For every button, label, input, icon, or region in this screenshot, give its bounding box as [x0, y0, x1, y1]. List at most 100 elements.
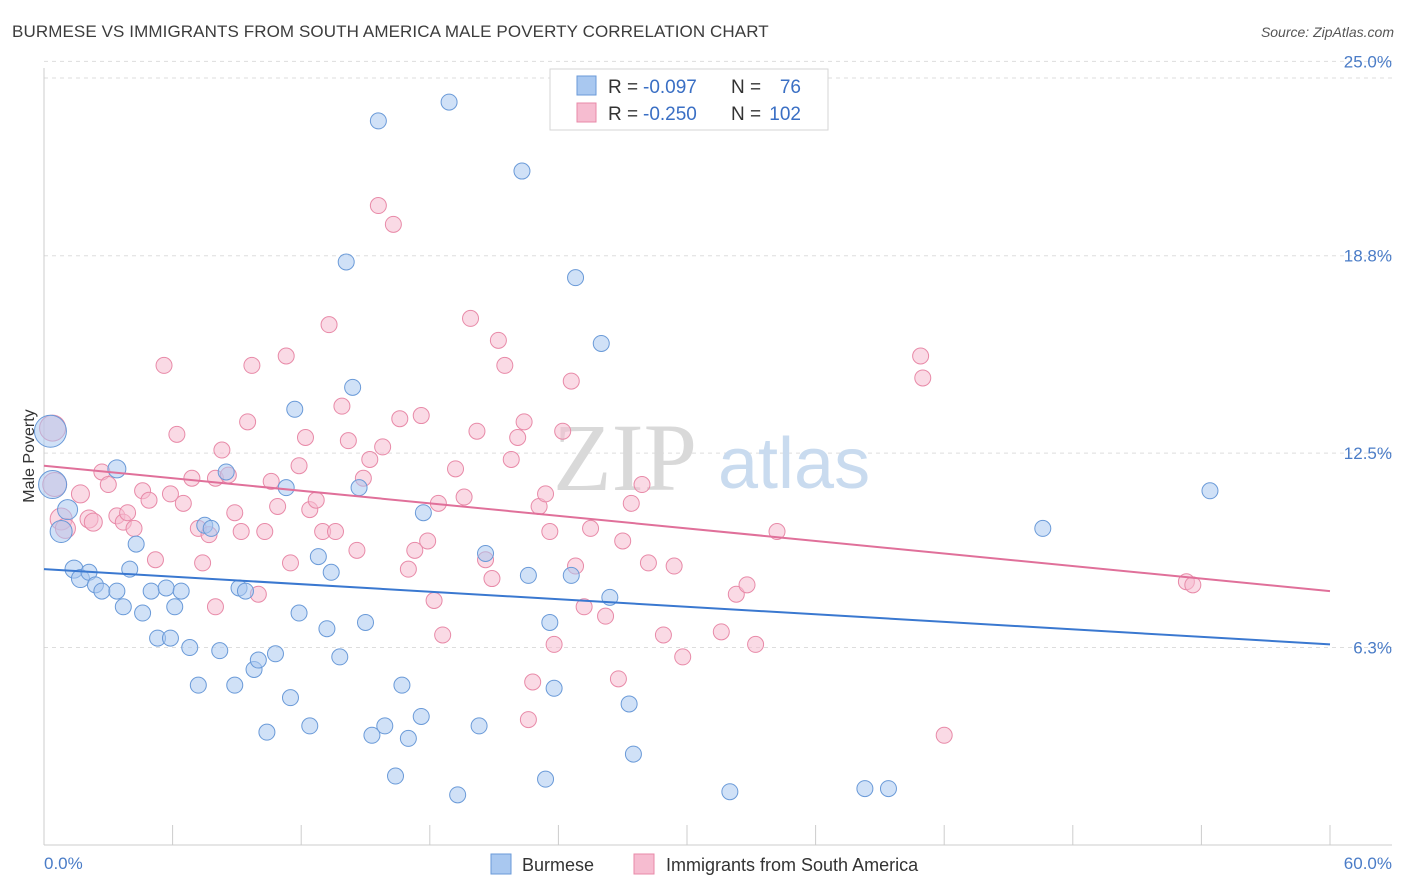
correlation-legend: R = -0.097 N = 76 R = -0.250 N = 102	[549, 68, 829, 131]
immigrants-point	[333, 397, 351, 415]
immigrants-trend-line	[43, 464, 1331, 593]
y-tick-label: 12.5%	[1344, 444, 1392, 463]
immigrants-point	[213, 441, 231, 459]
burmese-point	[322, 563, 340, 581]
immigrants-point	[194, 554, 212, 572]
immigrants-point	[161, 485, 179, 503]
immigrants-point	[541, 523, 559, 541]
immigrants-point	[447, 460, 465, 478]
burmese-point	[721, 783, 739, 801]
immigrants-point	[399, 560, 417, 578]
burmese-point	[33, 414, 67, 448]
immigrants-point	[554, 422, 572, 440]
burmese-point	[363, 726, 381, 744]
trend-lines	[43, 464, 1331, 646]
immigrants-point	[281, 554, 299, 572]
burmese-point	[166, 598, 184, 616]
burmese-point	[470, 717, 488, 735]
immigrants-point	[206, 598, 224, 616]
immigrants-point	[374, 438, 392, 456]
immigrants-point	[434, 626, 452, 644]
immigrants-point	[296, 429, 314, 446]
series-legend: Burmese Immigrants from South America	[490, 853, 919, 875]
immigrants-point	[262, 472, 280, 490]
immigrants-point	[307, 491, 325, 509]
burmese-point	[108, 582, 126, 600]
burmese-point	[281, 689, 299, 707]
immigrants-point	[146, 551, 164, 569]
y-tick-label: 25.0%	[1344, 52, 1392, 71]
burmese-point	[519, 566, 537, 584]
legend-r-value-immigrants: -0.250	[643, 104, 697, 125]
legend-n-value-immigrants: 102	[769, 104, 801, 125]
burmese-point	[57, 499, 79, 521]
burmese-point	[217, 463, 235, 481]
watermark-zip: ZIP	[553, 404, 697, 511]
burmese-point	[414, 504, 432, 522]
burmese-point	[856, 780, 874, 798]
burmese-point	[412, 707, 430, 725]
x-tick-label-min: 0.0%	[44, 854, 83, 873]
burmese-point	[286, 400, 304, 418]
burmese-point	[624, 745, 642, 763]
burmese-point	[38, 470, 68, 500]
burmese-point	[537, 770, 555, 788]
immigrants-point	[582, 519, 600, 537]
burmese-point	[369, 112, 387, 130]
immigrants-point	[483, 570, 501, 588]
burmese-point	[301, 717, 319, 735]
immigrants-point	[545, 635, 563, 653]
immigrants-point	[326, 523, 344, 541]
legend-r-label-immigrants: R =	[608, 104, 638, 125]
burmese-point	[157, 579, 175, 597]
immigrants-point	[614, 532, 632, 550]
immigrants-point	[639, 554, 657, 572]
immigrants-point	[361, 450, 379, 468]
burmese-point	[211, 642, 229, 660]
burmese-point	[592, 334, 610, 352]
chart-title: BURMESE VS IMMIGRANTS FROM SOUTH AMERICA…	[12, 22, 769, 41]
chart-source: Source: ZipAtlas.com	[1260, 24, 1394, 40]
immigrants-point	[468, 422, 486, 440]
immigrants-point	[712, 623, 730, 641]
burmese-point	[309, 548, 327, 566]
y-tick-labels: 6.3% 12.5% 18.8% 25.0%	[1344, 52, 1392, 657]
immigrants-point	[738, 576, 756, 594]
immigrants-point	[99, 476, 117, 494]
burmese-point	[545, 679, 563, 697]
burmese-point	[477, 544, 495, 562]
burmese-trend-line	[43, 568, 1331, 646]
watermark-atlas: atlas	[718, 424, 870, 504]
immigrants-point	[269, 497, 287, 515]
burmese-point	[562, 566, 580, 584]
immigrants-point	[489, 331, 507, 349]
immigrants-point	[622, 494, 640, 512]
burmese-point	[134, 604, 152, 622]
immigrants-point	[348, 541, 366, 559]
burmese-point	[393, 676, 411, 694]
immigrants-point	[633, 476, 651, 494]
immigrants-point	[768, 523, 786, 541]
immigrants-point	[232, 523, 250, 541]
burmese-point	[189, 676, 207, 694]
x-axis-ticks	[43, 825, 1331, 845]
immigrants-point	[912, 347, 930, 365]
burmese-point	[49, 520, 73, 544]
immigrants-point	[183, 469, 201, 487]
immigrants-point	[239, 413, 257, 431]
y-axis-label: Male Poverty	[21, 409, 38, 502]
burmese-point	[620, 695, 638, 713]
burmese-point	[440, 93, 458, 111]
burmese-point	[376, 717, 394, 735]
immigrants-point	[519, 711, 537, 729]
burmese-point	[142, 582, 160, 600]
burmese-point	[449, 786, 467, 804]
immigrants-point	[524, 673, 542, 691]
immigrants-point	[70, 484, 90, 504]
burmese-point	[879, 780, 897, 798]
immigrants-point	[537, 485, 555, 503]
bottom-legend-swatch-immigrants	[633, 853, 655, 875]
immigrants-point	[597, 607, 615, 625]
burmese-point	[249, 651, 267, 669]
